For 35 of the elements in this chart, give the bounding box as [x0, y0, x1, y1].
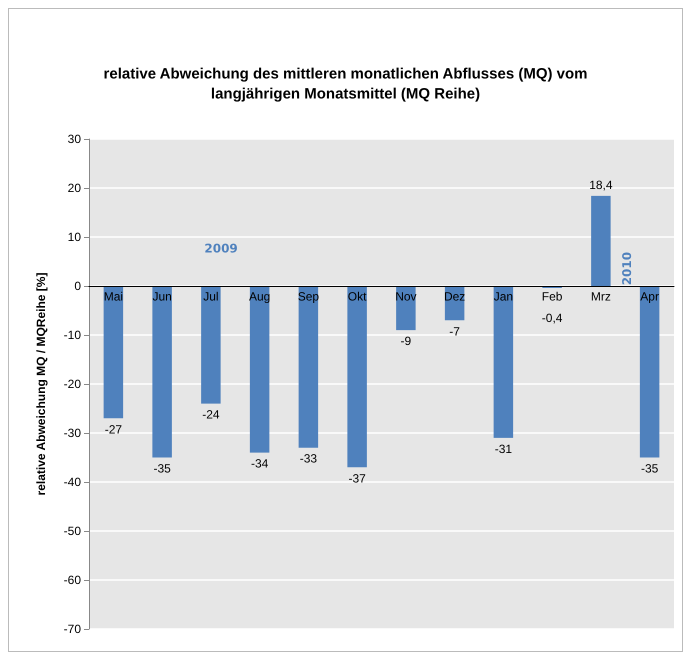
x-tick-label: Jul: [203, 290, 219, 304]
y-tick-label: 20: [68, 181, 82, 195]
annotation: 2010: [620, 252, 634, 286]
x-tick-label: Feb: [542, 290, 563, 304]
data-label: -34: [250, 456, 269, 471]
y-tick-label: -70: [64, 622, 82, 636]
data-label: -37: [348, 471, 366, 486]
data-label: -9: [400, 334, 412, 348]
x-tick-label: Mrz: [590, 290, 611, 304]
data-label: -33: [300, 452, 318, 466]
y-axis-title: relative Abweichung MQ / MQReihe [%]: [34, 272, 48, 496]
chart-title: relative Abweichung des mittleren monatlichen Abflusses (MQ) vom langjährigen Monatsmittel (MQ Reihe): [104, 66, 588, 102]
x-tick-label: Jun: [152, 290, 172, 304]
data-label: -24: [202, 408, 220, 422]
data-label: -27: [104, 422, 122, 436]
x-tick-label: Jan: [494, 290, 514, 304]
y-tick-label: 0: [74, 279, 82, 293]
data-label: -7: [449, 324, 460, 338]
x-tick-label: Mai: [104, 290, 124, 304]
y-tick-label: -10: [64, 328, 82, 342]
data-label: -35: [153, 462, 172, 476]
y-tick-label: 30: [68, 132, 82, 146]
y-tick-label: -30: [64, 426, 82, 440]
data-label: 18,4: [589, 178, 613, 192]
y-tick-label: -60: [64, 573, 82, 587]
data-label: -31: [494, 442, 512, 456]
y-tick-label: -40: [64, 475, 82, 489]
x-tick-label: Apr: [640, 290, 659, 304]
x-tick-label: Okt: [348, 290, 368, 304]
y-tick-label: 10: [68, 230, 82, 244]
annotation: 2009: [204, 242, 238, 256]
y-tick-label: -50: [64, 524, 82, 538]
data-label: -0,4: [542, 310, 563, 325]
y-tick-label: -20: [64, 377, 82, 391]
data-label: -35: [640, 462, 659, 476]
